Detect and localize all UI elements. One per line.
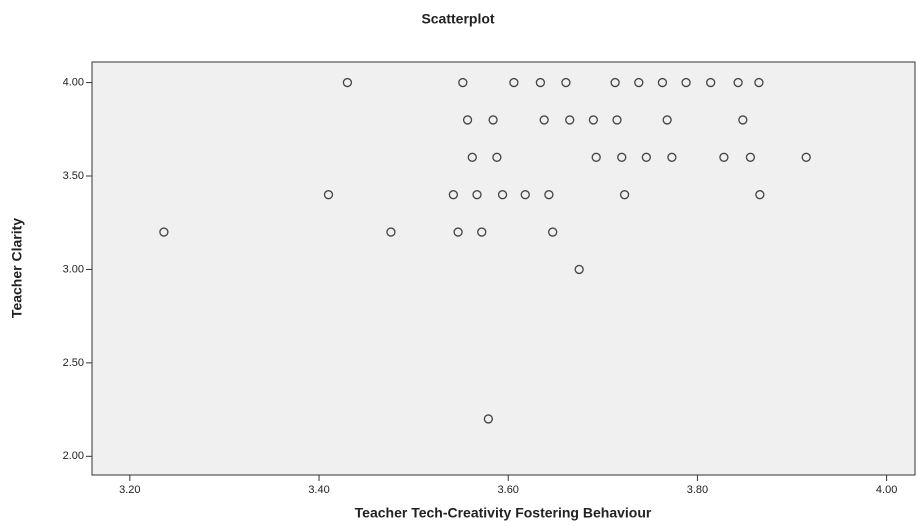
point	[386, 227, 396, 237]
point	[612, 115, 622, 125]
point	[667, 152, 677, 162]
plot-area	[91, 61, 916, 476]
point	[453, 227, 463, 237]
point	[755, 190, 765, 200]
x-tick-label: 3.40	[308, 484, 329, 496]
point	[458, 77, 468, 88]
point	[565, 115, 575, 125]
point	[539, 115, 549, 125]
point	[520, 190, 530, 200]
point	[801, 152, 811, 162]
point	[544, 190, 554, 200]
x-tick-label: 3.80	[687, 484, 708, 496]
point	[561, 77, 571, 88]
x-tick-label: 4.00	[876, 484, 897, 496]
x-tick-label: 3.60	[498, 484, 519, 496]
y-tick-label: 4.00	[63, 76, 84, 88]
point	[497, 190, 508, 200]
point	[472, 190, 482, 200]
y-tick-label: 2.00	[63, 450, 84, 462]
point	[719, 152, 729, 162]
chart-title: Scatterplot	[421, 11, 494, 27]
point	[509, 77, 519, 88]
point	[634, 77, 644, 88]
point	[342, 77, 353, 88]
point	[448, 190, 459, 200]
point	[641, 152, 651, 162]
point	[745, 152, 756, 162]
point	[706, 77, 716, 88]
point	[159, 227, 169, 237]
point	[483, 414, 494, 424]
point	[657, 77, 668, 88]
point	[574, 264, 584, 275]
point	[619, 190, 630, 200]
point	[610, 77, 620, 88]
point	[548, 227, 558, 237]
x-axis-label: Teacher Tech-Creativity Fostering Behavi…	[355, 505, 652, 521]
point	[681, 77, 691, 88]
point	[591, 152, 601, 162]
point	[733, 77, 743, 88]
point	[488, 115, 498, 125]
point	[467, 152, 477, 162]
point	[738, 115, 748, 125]
point	[535, 77, 546, 88]
point	[323, 190, 334, 200]
point	[662, 115, 672, 125]
y-axis-label: Teacher Clarity	[9, 218, 25, 318]
point	[588, 115, 599, 125]
point	[492, 152, 502, 162]
y-tick-label: 2.50	[63, 357, 84, 369]
y-tick-label: 3.50	[63, 170, 84, 182]
x-tick-label: 3.20	[119, 484, 140, 496]
point	[754, 77, 764, 88]
y-tick-label: 3.00	[63, 263, 84, 275]
point	[462, 115, 473, 125]
point	[617, 152, 627, 162]
point	[477, 227, 487, 237]
